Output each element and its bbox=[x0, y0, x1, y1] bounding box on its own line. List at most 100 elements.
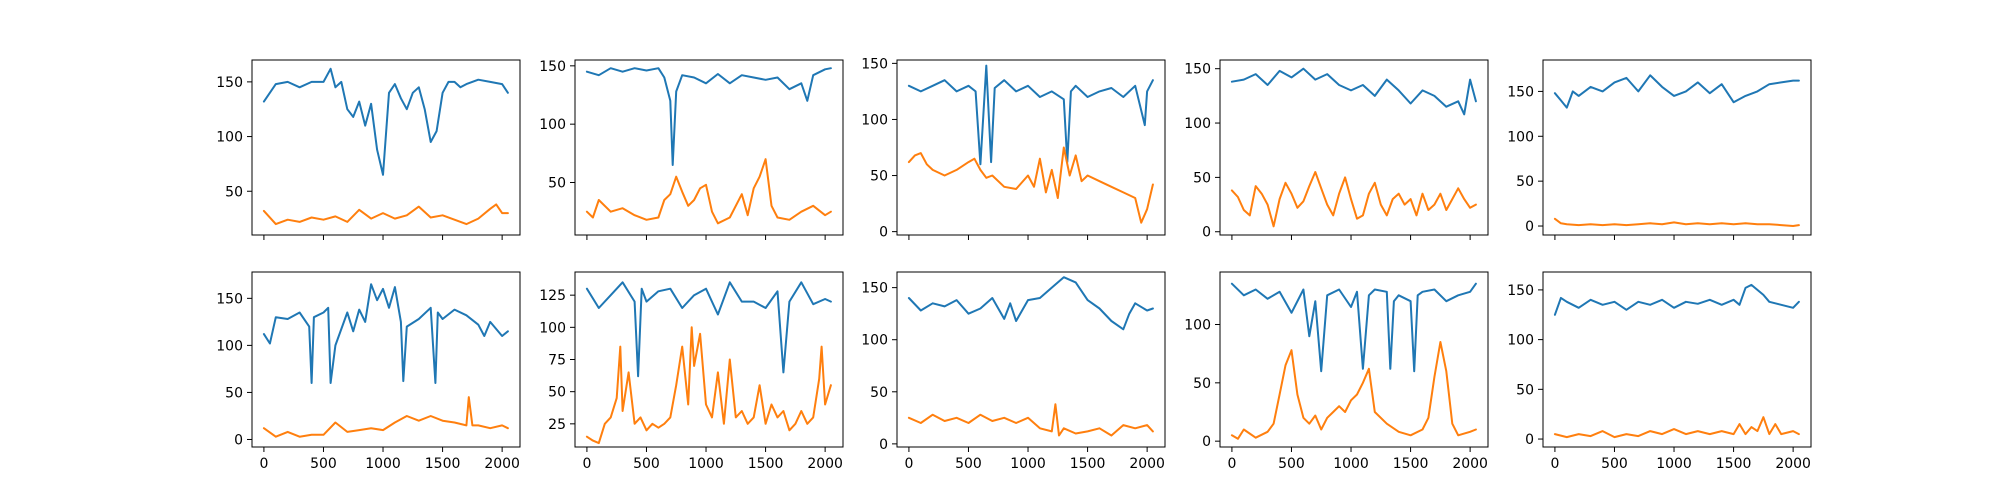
y-tick-label: 100 bbox=[1507, 129, 1534, 145]
y-tick-label: 0 bbox=[879, 437, 888, 453]
x-tick-label: 0 bbox=[259, 456, 268, 472]
y-tick-label: 50 bbox=[225, 385, 243, 401]
y-tick-label: 50 bbox=[870, 385, 888, 401]
series-line-2 bbox=[1230, 341, 1477, 440]
y-tick-label: 125 bbox=[539, 288, 566, 304]
axes-frame bbox=[1219, 59, 1489, 236]
y-tick-label: 150 bbox=[1507, 283, 1534, 299]
y-tick-label: 50 bbox=[870, 169, 888, 185]
x-tick-label: 1500 bbox=[748, 456, 784, 472]
series-line-1 bbox=[1230, 282, 1477, 373]
y-tick-label: 100 bbox=[216, 130, 243, 146]
axes-frame bbox=[896, 59, 1166, 236]
x-tick-label: 1000 bbox=[1656, 456, 1692, 472]
x-tick-label: 1500 bbox=[1393, 456, 1429, 472]
x-tick-label: 1000 bbox=[1333, 456, 1369, 472]
x-tick-label: 2000 bbox=[1129, 456, 1165, 472]
y-tick-label: 150 bbox=[861, 281, 888, 297]
y-tick-label: 50 bbox=[548, 385, 566, 401]
y-tick-label: 50 bbox=[1193, 376, 1211, 392]
y-tick-label: 150 bbox=[1184, 62, 1211, 78]
subplot-r1c4: 0 50 100 150 bbox=[1184, 59, 1489, 241]
y-tick-label: 50 bbox=[1193, 170, 1211, 186]
series-line-2 bbox=[1230, 171, 1477, 228]
y-tick-label: 100 bbox=[1184, 318, 1211, 334]
y-tick-label: 100 bbox=[861, 333, 888, 349]
series-line-1 bbox=[262, 67, 509, 176]
subplot-r1c1: 50 100 150 bbox=[216, 59, 521, 240]
x-tick-label: 2000 bbox=[1452, 456, 1488, 472]
x-tick-label: 1500 bbox=[425, 456, 461, 472]
series-line-1 bbox=[907, 276, 1154, 331]
y-tick-label: 100 bbox=[539, 320, 566, 336]
y-tick-label: 0 bbox=[1202, 434, 1211, 450]
y-tick-label: 150 bbox=[216, 291, 243, 307]
y-tick-label: 50 bbox=[548, 176, 566, 192]
series-line-1 bbox=[1553, 74, 1800, 109]
y-tick-label: 0 bbox=[1525, 219, 1534, 235]
x-tick-label: 2000 bbox=[1775, 456, 1811, 472]
y-tick-label: 100 bbox=[1184, 116, 1211, 132]
y-tick-label: 25 bbox=[548, 417, 566, 433]
axes-frame bbox=[896, 271, 1166, 448]
y-tick-label: 100 bbox=[861, 112, 888, 128]
x-tick-label: 0 bbox=[1550, 456, 1559, 472]
series-line-2 bbox=[1553, 416, 1800, 439]
y-tick-label: 150 bbox=[216, 75, 243, 91]
y-tick-label: 150 bbox=[539, 59, 566, 75]
y-tick-label: 75 bbox=[548, 353, 566, 369]
x-tick-label: 500 bbox=[1601, 456, 1628, 472]
x-tick-label: 0 bbox=[582, 456, 591, 472]
x-tick-label: 0 bbox=[904, 456, 913, 472]
y-tick-label: 150 bbox=[1507, 84, 1534, 100]
y-tick-label: 100 bbox=[216, 338, 243, 354]
series-line-2 bbox=[585, 326, 832, 445]
y-tick-label: 50 bbox=[225, 184, 243, 200]
series-line-2 bbox=[907, 146, 1154, 224]
series-line-1 bbox=[585, 67, 832, 166]
x-tick-label: 1000 bbox=[1010, 456, 1046, 472]
x-tick-label: 2000 bbox=[807, 456, 843, 472]
subplot-r2c2: 25 50 75 100 125 0 500 1000 1500 2000 bbox=[539, 271, 844, 472]
y-tick-label: 0 bbox=[1525, 432, 1534, 448]
axes-frame bbox=[251, 271, 521, 448]
y-tick-label: 50 bbox=[1516, 382, 1534, 398]
series-line-2 bbox=[907, 403, 1154, 437]
axes-frame bbox=[574, 59, 844, 236]
axes-frame bbox=[251, 59, 521, 236]
y-tick-label: 0 bbox=[234, 432, 243, 448]
x-tick-label: 1000 bbox=[365, 456, 401, 472]
y-tick-label: 50 bbox=[1516, 174, 1534, 190]
x-tick-label: 500 bbox=[310, 456, 337, 472]
axes-frame bbox=[1219, 271, 1489, 448]
x-tick-label: 1500 bbox=[1070, 456, 1106, 472]
axes-frame bbox=[1542, 59, 1812, 236]
series-line-2 bbox=[262, 396, 509, 438]
axes-frame bbox=[574, 271, 844, 448]
x-tick-label: 500 bbox=[633, 456, 660, 472]
series-line-1 bbox=[1230, 67, 1477, 116]
y-tick-label: 0 bbox=[1202, 225, 1211, 241]
subplot-r1c5: 0 50 100 150 bbox=[1507, 59, 1812, 240]
series-line-2 bbox=[1553, 217, 1800, 227]
subplot-r1c2: 50 100 150 bbox=[539, 59, 844, 240]
series-line-2 bbox=[585, 158, 832, 225]
subplot-r1c3: 0 50 100 150 bbox=[861, 56, 1166, 241]
series-line-1 bbox=[585, 281, 832, 378]
series-line-1 bbox=[262, 283, 509, 384]
series-line-2 bbox=[262, 203, 509, 226]
y-tick-label: 100 bbox=[1507, 333, 1534, 349]
x-tick-label: 1500 bbox=[1716, 456, 1752, 472]
axes-frame bbox=[1542, 271, 1812, 448]
x-tick-label: 500 bbox=[1278, 456, 1305, 472]
series-line-1 bbox=[907, 64, 1154, 166]
y-tick-label: 150 bbox=[861, 56, 888, 72]
x-tick-label: 500 bbox=[955, 456, 982, 472]
series-line-1 bbox=[1553, 283, 1800, 316]
x-tick-label: 2000 bbox=[484, 456, 520, 472]
